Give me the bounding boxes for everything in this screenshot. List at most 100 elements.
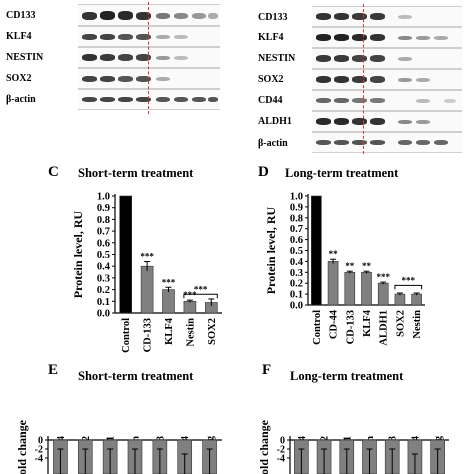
- chart-c-y-tick-label: 0.8: [97, 215, 110, 226]
- panel-title-e: Short-term treatment: [78, 369, 194, 383]
- chart-c-y-tick-label: 1.0: [97, 192, 110, 203]
- blot-strip-klf4-right: [312, 27, 462, 48]
- chart-d-x-tick-label: KLF4: [362, 309, 373, 337]
- chart-d-x-tick-label: CD-44: [329, 309, 340, 339]
- chart-d-bar-aldh1: [377, 282, 389, 306]
- chart-d-significance-label: **: [329, 249, 339, 259]
- blot-label-nestin: NESTIN: [6, 52, 44, 63]
- blot-label-nestin-right: NESTIN: [258, 53, 296, 64]
- chart-d-y-tick-label: 0.5: [290, 246, 303, 257]
- blot-strip-nestin: [78, 47, 220, 68]
- chart-c-y-tick-label: 0.1: [97, 297, 110, 308]
- blot-strip-aldh1-right: [312, 111, 462, 132]
- chart-d-x-tick-label: Control: [312, 310, 323, 345]
- chart-d-bar-cd-133: [344, 272, 356, 306]
- blot-divider-line: [148, 2, 149, 114]
- chart-c-y-tick-label: 0.3: [97, 273, 110, 284]
- blot-divider-line-right: [363, 4, 364, 154]
- chart-c-y-tick-label: 0.4: [97, 262, 111, 273]
- panel-letter-e: E: [48, 362, 59, 378]
- chart-d-y-tick-label: 0.4: [290, 257, 304, 268]
- panel-title-f: Long-term treatment: [290, 369, 404, 383]
- chart-d-y-tick-label: 0.8: [290, 213, 303, 224]
- blot-panel-right: CD133 KLF4 NESTIN SOX2 CD44 ALDH1 β-acti…: [240, 0, 474, 160]
- chart-c-x-tick-label: Control: [121, 318, 132, 353]
- chart-c-x-tick-label: KLF4: [164, 317, 175, 345]
- blot-strip-beta-actin-right: [312, 132, 462, 153]
- chart-c-y-tick-label: 0.0: [97, 309, 110, 320]
- chart-c-y-tick-label: 0.6: [97, 238, 110, 249]
- chart-d-significance-label: **: [345, 261, 355, 271]
- blot-label-sox2-right: SOX2: [258, 74, 284, 85]
- chart-d-x-tick-label: ALDH1: [379, 310, 390, 346]
- chart-d-significance-bracket: [394, 284, 423, 290]
- chart-d-significance-label: **: [362, 261, 372, 271]
- chart-c-bracket-label: ***: [194, 284, 208, 294]
- chart-d-bar-nestin: [411, 293, 422, 306]
- blot-strip-nestin-right: [312, 48, 462, 69]
- blot-label-cd44-right: CD44: [258, 95, 283, 106]
- chart-e-y-tick-label: 0: [38, 436, 43, 447]
- chart-c-x-tick-label: CD-133: [143, 318, 154, 352]
- chart-d-bracket-label: ***: [402, 275, 416, 285]
- chart-c-y-tick-label: 0.5: [97, 250, 110, 261]
- chart-d-x-tick-label: Nestin: [412, 310, 423, 339]
- chart-c-x-tick-label: Nestin: [185, 318, 196, 347]
- blot-strip-cd44-right: [312, 90, 462, 111]
- chart-d-y-tick-label: 0.2: [290, 279, 303, 290]
- blot-strip-sox2: [78, 68, 220, 89]
- chart-d-bar-klf4: [361, 272, 372, 306]
- panel-title-c: Short-term treatment: [78, 166, 194, 180]
- chart-c-bar-control: [119, 195, 132, 314]
- blot-label-cd133-right: CD133: [258, 12, 288, 23]
- chart-d-y-axis-label: Protein level, RU: [264, 206, 278, 294]
- blot-strip-klf4: [78, 26, 220, 47]
- chart-d-y-tick-label: 0.1: [290, 290, 303, 301]
- blot-label-sox2: SOX2: [6, 73, 32, 84]
- bar-chart-fold-change-short: 0-2-4el, fold changeOCT3/4SOX2ALDH1Nesti…: [15, 419, 222, 474]
- chart-e-y-tick-label: -2: [35, 445, 43, 456]
- chart-d-x-tick-label: CD-133: [345, 310, 356, 344]
- panel-letter-d: D: [258, 164, 269, 180]
- chart-d-significance-label: ***: [376, 272, 390, 282]
- blot-panel-left: CD133 KLF4 NESTIN SOX2 β-actin: [0, 0, 240, 120]
- chart-d-y-tick-label: 0.3: [290, 268, 303, 279]
- chart-f-y-axis-label: el, fold change: [257, 419, 271, 474]
- chart-c-y-tick-label: 0.7: [97, 227, 110, 238]
- chart-d-y-tick-label: 1.0: [290, 192, 303, 203]
- blot-label-klf4: KLF4: [6, 31, 32, 42]
- chart-c-significance-label: ***: [183, 290, 197, 300]
- chart-c-y-tick-label: 0.2: [97, 285, 110, 296]
- chart-d-y-tick-label: 0.6: [290, 235, 303, 246]
- chart-d-y-tick-label: 0.9: [290, 202, 303, 213]
- chart-c-significance-bracket: [183, 293, 218, 299]
- chart-c-y-tick-label: 0.9: [97, 203, 110, 214]
- chart-c-bar-nestin: [183, 301, 197, 314]
- chart-d-y-tick-label: 0.7: [290, 224, 303, 235]
- chart-f-y-tick-label: 0: [280, 436, 285, 447]
- chart-c-bar-cd-133: [140, 265, 154, 314]
- chart-c-significance-label: ***: [162, 277, 176, 287]
- bar-chart-short-term: 0.00.10.20.30.40.50.60.70.80.91.0 Protein…: [71, 192, 222, 353]
- blot-label-aldh1-right: ALDH1: [258, 116, 292, 127]
- chart-c-bar-klf4: [162, 289, 175, 314]
- chart-c-y-axis-label: Protein level, RU: [71, 210, 85, 298]
- blot-strip-cd133-right: [312, 6, 462, 27]
- blot-label-cd133: CD133: [6, 10, 36, 21]
- blot-label-beta-actin: β-actin: [6, 94, 36, 105]
- bar-chart-fold-change-long: 0-2-4el, fold changeOCT3/4SOX2ALDH1Nesti…: [257, 419, 449, 474]
- blot-strip-cd133: [78, 4, 220, 26]
- chart-c-x-tick-label: SOX2: [207, 318, 218, 345]
- blot-strip-sox2-right: [312, 69, 462, 90]
- chart-e-y-axis-label: el, fold change: [15, 419, 29, 474]
- chart-f-y-tick-label: -4: [277, 454, 285, 465]
- chart-d-bar-cd-44: [327, 261, 339, 306]
- chart-d-bar-control: [311, 195, 322, 306]
- blot-label-klf4-right: KLF4: [258, 32, 284, 43]
- chart-d-x-tick-label: SOX2: [395, 310, 406, 337]
- chart-f-y-tick-label: -2: [277, 445, 285, 456]
- bar-chart-long-term: 0.00.10.20.30.40.50.60.70.80.91.0 Protein…: [264, 192, 425, 346]
- chart-c-significance-label: ***: [140, 252, 154, 262]
- panel-letter-f: F: [262, 362, 272, 378]
- panel-title-d: Long-term treatment: [285, 166, 399, 180]
